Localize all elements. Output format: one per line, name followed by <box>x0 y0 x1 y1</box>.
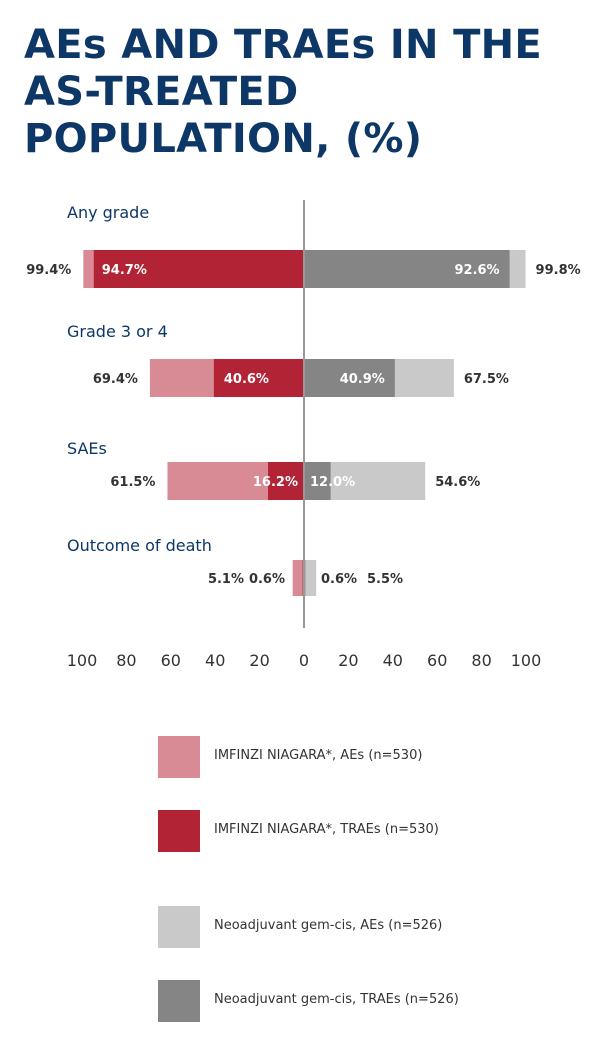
x-tick-label-6: 20 <box>338 651 358 670</box>
x-tick-label-1: 80 <box>116 651 136 670</box>
label-imfinzi-aes-saes: 61.5% <box>110 475 155 490</box>
legend-item-gemcis-traes: Neoadjuvant gem-cis, TRAEs (n=526) <box>158 980 578 1022</box>
label-gemcis-traes-grade-3-or-4: 40.9% <box>340 372 385 387</box>
chart-title: AEs AND TRAEs IN THE AS-TREATED POPULATI… <box>24 22 584 163</box>
label-imfinzi-traes-saes: 16.2% <box>253 475 298 490</box>
legend-label-gemcis-traes: Neoadjuvant gem-cis, TRAEs (n=526) <box>214 992 459 1007</box>
x-tick-label-0: 100 <box>67 651 98 670</box>
label-imfinzi-aes-outcome-of-death: 5.1% <box>208 572 244 587</box>
bar-gemcis-traes-grade-3-or-4 <box>304 359 395 397</box>
label-imfinzi-traes-grade-3-or-4: 40.6% <box>224 372 269 387</box>
legend-swatch-gemcis-traes <box>158 980 200 1022</box>
label-imfinzi-aes-any-grade: 99.4% <box>26 263 71 278</box>
butterfly-bar-chart: Any grade 99.4% 99.8% 94.7% 92.6% Grade 3 or … <box>26 200 581 670</box>
legend-label-imfinzi-aes: IMFINZI NIAGARA*, AEs (n=530) <box>214 748 423 763</box>
bar-imfinzi-traes-grade-3-or-4 <box>213 359 304 397</box>
label-imfinzi-traes-any-grade: 94.7% <box>102 263 147 278</box>
legend-label-imfinzi-traes: IMFINZI NIAGARA*, TRAEs (n=530) <box>214 822 439 837</box>
label-gemcis-aes-grade-3-or-4: 67.5% <box>464 372 509 387</box>
category-label-saes: SAEs <box>67 439 107 458</box>
bar-imfinzi-aes-outcome-of-death <box>292 560 304 596</box>
title-line-2: AS-TREATED <box>24 69 299 115</box>
bar-gemcis-traes-any-grade <box>304 250 510 288</box>
x-tick-label-2: 60 <box>161 651 181 670</box>
x-tick-label-10: 100 <box>511 651 542 670</box>
x-tick-label-8: 60 <box>427 651 447 670</box>
legend-item-imfinzi-traes: IMFINZI NIAGARA*, TRAEs (n=530) <box>158 810 578 852</box>
label-imfinzi-aes-grade-3-or-4: 69.4% <box>93 372 138 387</box>
label-gemcis-traes-any-grade: 92.6% <box>454 263 499 278</box>
category-label-grade-3-or-4: Grade 3 or 4 <box>67 322 168 341</box>
legend-item-imfinzi-aes: IMFINZI NIAGARA*, AEs (n=530) <box>158 736 578 778</box>
label-imfinzi-traes-outcome-of-death: 0.6% <box>249 572 285 587</box>
x-tick-label-5: 0 <box>299 651 309 670</box>
bar-gemcis-aes-outcome-of-death <box>304 560 317 596</box>
label-gemcis-aes-any-grade: 99.8% <box>536 263 581 278</box>
bar-imfinzi-traes-saes <box>268 462 304 500</box>
category-label-any-grade: Any grade <box>67 203 149 222</box>
x-tick-label-7: 40 <box>383 651 403 670</box>
legend-item-gemcis-aes: Neoadjuvant gem-cis, AEs (n=526) <box>158 906 578 948</box>
bar-imfinzi-traes-any-grade <box>93 250 305 288</box>
title-line-3: POPULATION, (%) <box>24 116 423 162</box>
label-gemcis-traes-saes: 12.0% <box>310 475 355 490</box>
x-tick-label-3: 40 <box>205 651 225 670</box>
label-gemcis-traes-outcome-of-death: 0.6% <box>321 572 357 587</box>
title-line-1: AEs AND TRAEs IN THE <box>24 22 543 68</box>
legend-label-gemcis-aes: Neoadjuvant gem-cis, AEs (n=526) <box>214 918 443 933</box>
legend-swatch-imfinzi-aes <box>158 736 200 778</box>
x-tick-label-4: 20 <box>249 651 269 670</box>
bar-gemcis-traes-saes <box>304 462 331 500</box>
legend-swatch-gemcis-aes <box>158 906 200 948</box>
label-gemcis-aes-saes: 54.6% <box>435 475 480 490</box>
category-label-outcome-of-death: Outcome of death <box>67 536 212 555</box>
x-tick-label-9: 80 <box>471 651 491 670</box>
label-gemcis-aes-outcome-of-death: 5.5% <box>367 572 403 587</box>
legend-swatch-imfinzi-traes <box>158 810 200 852</box>
